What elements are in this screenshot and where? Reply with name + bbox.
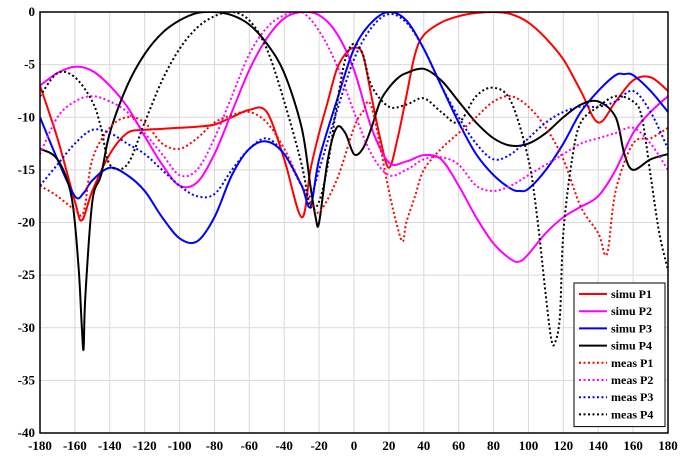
x-tick-label: -160 bbox=[63, 438, 87, 453]
y-tick-label: -40 bbox=[18, 425, 35, 440]
x-tick-label: -180 bbox=[28, 438, 52, 453]
legend-label: meas P1 bbox=[611, 356, 653, 370]
y-tick-label: -25 bbox=[18, 267, 36, 282]
x-tick-label: 0 bbox=[351, 438, 358, 453]
legend-label: simu P2 bbox=[611, 304, 652, 318]
y-tick-label: -30 bbox=[18, 320, 35, 335]
x-tick-label: 60 bbox=[452, 438, 465, 453]
plot-frame bbox=[39, 11, 669, 434]
x-tick-label: -80 bbox=[206, 438, 223, 453]
series-line-meas-p3 bbox=[40, 12, 668, 199]
y-tick-label: 0 bbox=[29, 4, 36, 19]
x-tick-label: -60 bbox=[241, 438, 258, 453]
x-tick-label: -100 bbox=[168, 438, 192, 453]
series-line-meas-p4 bbox=[40, 12, 668, 347]
series-line-simu-p3 bbox=[40, 12, 668, 245]
x-tick-label: 120 bbox=[554, 438, 574, 453]
y-tick-label: -10 bbox=[18, 109, 35, 124]
y-tick-label: -35 bbox=[18, 372, 36, 387]
legend-label: simu P1 bbox=[611, 287, 652, 301]
legend-label: simu P3 bbox=[611, 321, 652, 335]
legend-label: simu P4 bbox=[611, 339, 652, 353]
series-line-meas-p2 bbox=[40, 12, 668, 192]
x-tick-label: 140 bbox=[588, 438, 608, 453]
x-tick-label: 100 bbox=[519, 438, 539, 453]
legend-box bbox=[573, 282, 666, 428]
x-tick-label: 20 bbox=[382, 438, 395, 453]
y-tick-label: -15 bbox=[18, 162, 36, 177]
x-tick-label: -40 bbox=[276, 438, 293, 453]
legend: simu P1 simu P2 simu P3 simu P4 meas P1 meas … bbox=[573, 282, 666, 428]
y-tick-label: -20 bbox=[18, 215, 35, 230]
x-tick-labels: -180 -160 -140 -120 -100 -80 -60 -40 -20 0 20 40 60 8… bbox=[28, 438, 678, 453]
x-tick-label: 160 bbox=[623, 438, 643, 453]
legend-label: meas P4 bbox=[611, 407, 653, 421]
x-tick-label: 180 bbox=[658, 438, 678, 453]
series-line-simu-p2 bbox=[40, 12, 668, 263]
series-line-simu-p4 bbox=[40, 12, 668, 351]
legend-label: meas P3 bbox=[611, 390, 653, 404]
y-tick-labels: 0 -5 -10 -15 -20 -25 -30 -35 -40 bbox=[18, 4, 36, 440]
x-tick-label: -140 bbox=[98, 438, 122, 453]
x-tick-label: 80 bbox=[487, 438, 500, 453]
y-tick-label: -5 bbox=[24, 57, 35, 72]
x-tick-label: -120 bbox=[133, 438, 157, 453]
legend-label: meas P2 bbox=[611, 373, 653, 387]
x-tick-label: 40 bbox=[417, 438, 430, 453]
x-tick-label: -20 bbox=[310, 438, 327, 453]
series-lines bbox=[40, 12, 668, 351]
